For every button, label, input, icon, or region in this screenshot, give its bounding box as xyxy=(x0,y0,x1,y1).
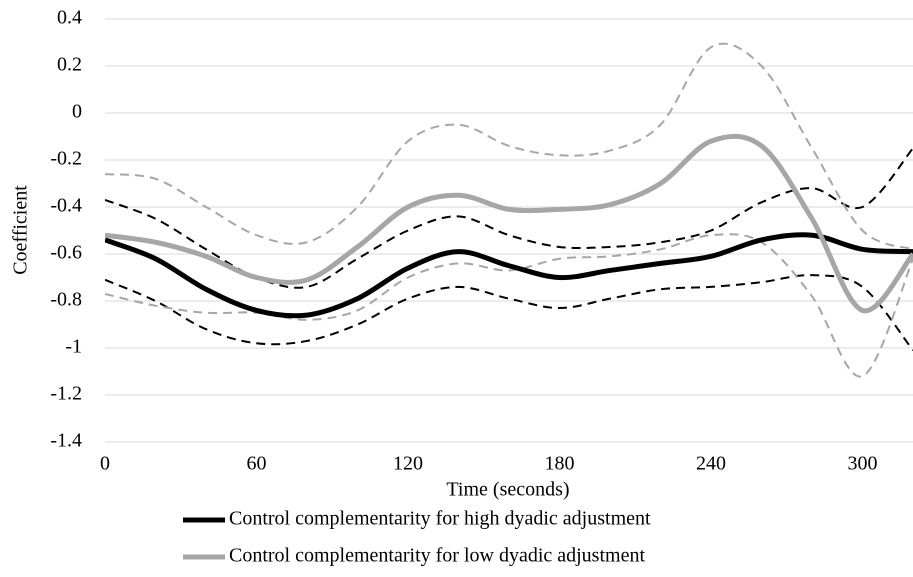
y-axis-title: Coefficient xyxy=(10,185,32,275)
series-line xyxy=(105,232,913,319)
legend-label: Control complementarity for high dyadic … xyxy=(229,508,651,530)
legend-label: Control complementarity for low dyadic a… xyxy=(229,545,645,567)
y-tick-label: -0.8 xyxy=(50,289,82,311)
y-tick-label: -1.2 xyxy=(50,383,82,405)
y-tick-label: 0.4 xyxy=(57,7,82,29)
x-tick-label: 0 xyxy=(100,453,110,475)
interval-line xyxy=(105,274,913,351)
y-tick-label: -0.6 xyxy=(50,242,82,264)
y-tick-label: 0 xyxy=(72,101,82,123)
x-tick-label: 240 xyxy=(696,453,726,475)
x-tick-label: 60 xyxy=(247,453,267,475)
series-line xyxy=(105,133,913,314)
y-tick-label: -0.2 xyxy=(50,148,82,170)
x-tick-label: 300 xyxy=(848,453,878,475)
y-tick-label: -0.4 xyxy=(50,195,82,217)
y-tick-label: 0.2 xyxy=(57,54,82,76)
interval-line xyxy=(105,42,913,251)
x-axis-title: Time (seconds) xyxy=(446,479,569,501)
interval-line xyxy=(105,233,913,378)
y-tick-label: -1 xyxy=(65,336,82,358)
x-tick-label: 180 xyxy=(545,453,575,475)
x-tick-label: 120 xyxy=(393,453,423,475)
y-tick-label: -1.4 xyxy=(50,430,82,452)
